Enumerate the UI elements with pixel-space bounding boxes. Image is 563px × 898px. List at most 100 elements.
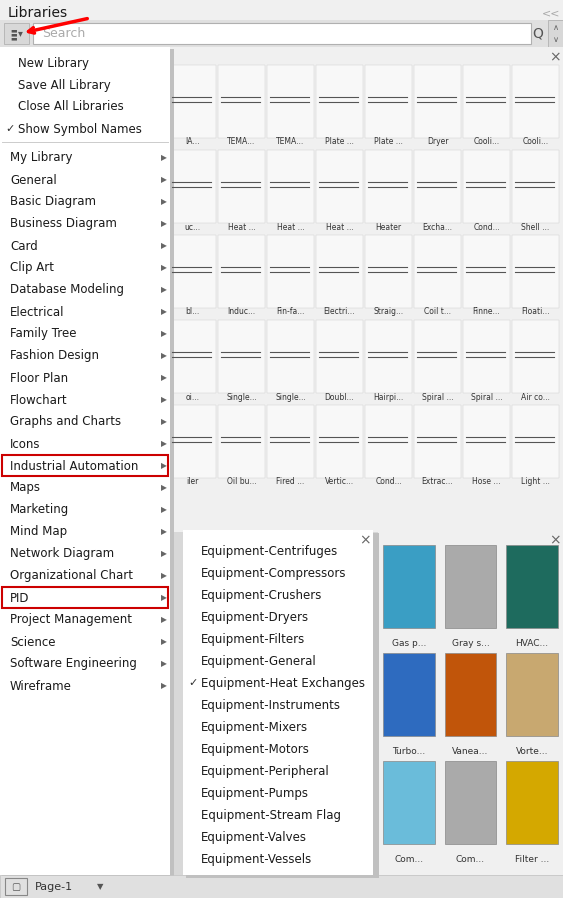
Text: I: I bbox=[2, 641, 5, 652]
Text: Fired ...: Fired ... bbox=[276, 478, 305, 487]
FancyBboxPatch shape bbox=[267, 235, 314, 308]
Text: Vanea...: Vanea... bbox=[452, 746, 489, 755]
Text: Industrial Automation: Industrial Automation bbox=[10, 460, 138, 472]
Text: Spiral ...: Spiral ... bbox=[422, 392, 453, 401]
Text: 3: 3 bbox=[2, 542, 9, 553]
Text: C: C bbox=[2, 354, 10, 365]
FancyBboxPatch shape bbox=[548, 20, 563, 47]
Text: Hose ...: Hose ... bbox=[472, 478, 501, 487]
Text: Heater: Heater bbox=[376, 223, 401, 232]
Text: Cooli...: Cooli... bbox=[473, 137, 499, 146]
FancyBboxPatch shape bbox=[165, 47, 563, 532]
Text: Vertic...: Vertic... bbox=[325, 478, 354, 487]
Text: Doubl...: Doubl... bbox=[325, 392, 354, 401]
Text: ▶: ▶ bbox=[161, 483, 167, 492]
FancyBboxPatch shape bbox=[0, 875, 563, 898]
FancyBboxPatch shape bbox=[267, 405, 314, 478]
FancyBboxPatch shape bbox=[414, 65, 461, 138]
Text: ▶: ▶ bbox=[161, 307, 167, 316]
FancyBboxPatch shape bbox=[445, 761, 497, 844]
Text: bl...: bl... bbox=[185, 307, 200, 316]
FancyBboxPatch shape bbox=[4, 23, 29, 44]
Text: Graphs and Charts: Graphs and Charts bbox=[10, 416, 121, 428]
Text: Equipment-Heat Exchanges: Equipment-Heat Exchanges bbox=[201, 676, 365, 690]
Text: Marketing: Marketing bbox=[10, 504, 69, 516]
FancyBboxPatch shape bbox=[463, 320, 510, 393]
Text: Vorte...: Vorte... bbox=[516, 746, 548, 755]
Text: Science: Science bbox=[10, 636, 56, 648]
Text: B: B bbox=[2, 605, 10, 616]
FancyBboxPatch shape bbox=[378, 530, 563, 875]
FancyBboxPatch shape bbox=[267, 320, 314, 393]
Text: ▶: ▶ bbox=[161, 659, 167, 668]
Text: ▶: ▶ bbox=[161, 330, 167, 339]
Text: Equipment-Instruments: Equipment-Instruments bbox=[201, 699, 341, 711]
Text: ▶: ▶ bbox=[161, 263, 167, 272]
Text: Com...: Com... bbox=[394, 855, 423, 864]
Text: Floor Plan: Floor Plan bbox=[10, 372, 68, 384]
Text: ×: × bbox=[359, 533, 371, 547]
Text: Family Tree: Family Tree bbox=[10, 328, 77, 340]
Text: ▬: ▬ bbox=[10, 31, 17, 37]
Text: Plate ...: Plate ... bbox=[325, 137, 354, 146]
FancyBboxPatch shape bbox=[512, 235, 559, 308]
Text: T: T bbox=[2, 170, 9, 180]
Text: Spiral ...: Spiral ... bbox=[471, 392, 502, 401]
Text: <<: << bbox=[542, 8, 560, 18]
Text: Equipment-Crushers: Equipment-Crushers bbox=[201, 588, 323, 602]
Text: ▶: ▶ bbox=[161, 219, 167, 228]
Text: Fashion Design: Fashion Design bbox=[10, 349, 99, 363]
Text: PID: PID bbox=[10, 592, 29, 604]
FancyBboxPatch shape bbox=[169, 65, 216, 138]
Text: Save All Library: Save All Library bbox=[18, 78, 111, 92]
FancyBboxPatch shape bbox=[267, 65, 314, 138]
Text: Cond...: Cond... bbox=[375, 478, 402, 487]
Text: Equipment-General: Equipment-General bbox=[201, 655, 317, 667]
FancyBboxPatch shape bbox=[2, 587, 168, 608]
Text: ▶: ▶ bbox=[161, 418, 167, 427]
Text: Wireframe: Wireframe bbox=[10, 680, 72, 692]
Text: ▶: ▶ bbox=[161, 462, 167, 471]
Text: ▶: ▶ bbox=[161, 154, 167, 163]
Text: Page-1: Page-1 bbox=[35, 882, 73, 892]
FancyBboxPatch shape bbox=[33, 23, 531, 44]
Text: Equipment-Vessels: Equipment-Vessels bbox=[201, 852, 312, 866]
Text: Software Engineering: Software Engineering bbox=[10, 657, 137, 671]
FancyBboxPatch shape bbox=[316, 150, 363, 223]
Text: Cooli...: Cooli... bbox=[522, 137, 548, 146]
Text: TEMA...: TEMA... bbox=[276, 137, 305, 146]
FancyBboxPatch shape bbox=[2, 455, 168, 476]
FancyBboxPatch shape bbox=[506, 653, 558, 736]
FancyBboxPatch shape bbox=[414, 235, 461, 308]
Text: Icons: Icons bbox=[10, 437, 41, 451]
FancyBboxPatch shape bbox=[463, 150, 510, 223]
Text: ×: × bbox=[549, 533, 561, 547]
Text: ▶: ▶ bbox=[161, 571, 167, 580]
Text: Com...: Com... bbox=[456, 855, 485, 864]
Text: Search: Search bbox=[42, 27, 85, 40]
Text: Oil bu...: Oil bu... bbox=[227, 478, 256, 487]
Text: Straig...: Straig... bbox=[373, 307, 404, 316]
Text: Flowchart: Flowchart bbox=[10, 393, 68, 407]
FancyBboxPatch shape bbox=[218, 235, 265, 308]
Text: ▶: ▶ bbox=[161, 615, 167, 624]
Text: ▾: ▾ bbox=[17, 29, 23, 39]
FancyBboxPatch shape bbox=[512, 320, 559, 393]
FancyBboxPatch shape bbox=[218, 65, 265, 138]
FancyBboxPatch shape bbox=[365, 150, 412, 223]
Text: Single...: Single... bbox=[275, 392, 306, 401]
Text: iler: iler bbox=[186, 478, 199, 487]
Text: S: S bbox=[2, 237, 9, 248]
Text: New Library: New Library bbox=[18, 57, 89, 69]
Text: ▶: ▶ bbox=[161, 682, 167, 691]
FancyBboxPatch shape bbox=[267, 150, 314, 223]
Text: ▬: ▬ bbox=[10, 35, 17, 41]
Text: ▢: ▢ bbox=[11, 882, 21, 892]
Text: ▶: ▶ bbox=[161, 242, 167, 251]
FancyBboxPatch shape bbox=[512, 65, 559, 138]
Text: Dryer: Dryer bbox=[427, 137, 448, 146]
FancyBboxPatch shape bbox=[0, 47, 563, 875]
FancyBboxPatch shape bbox=[414, 405, 461, 478]
Text: Equipment-Motors: Equipment-Motors bbox=[201, 743, 310, 755]
FancyBboxPatch shape bbox=[169, 150, 216, 223]
